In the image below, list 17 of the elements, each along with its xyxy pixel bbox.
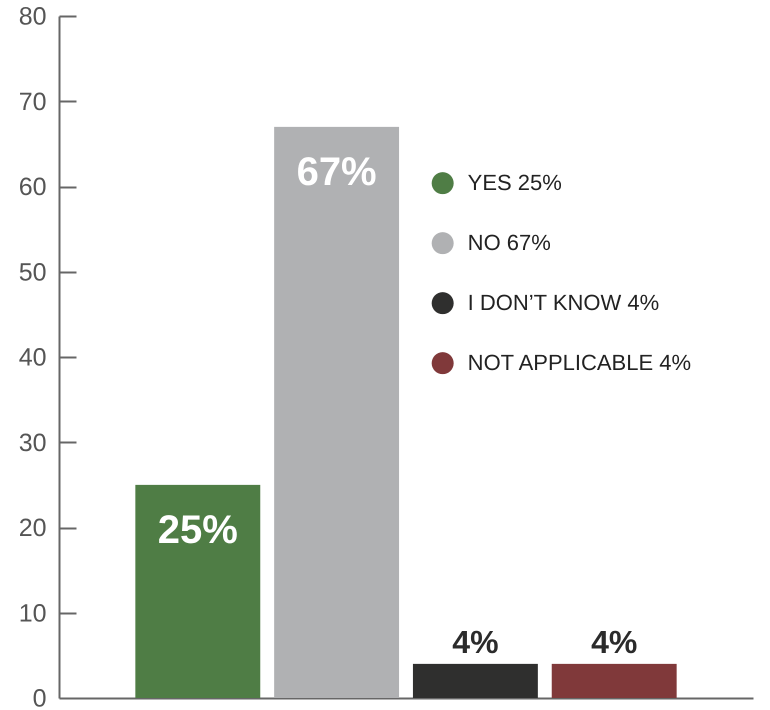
y-tick-label: 20 [18,514,46,542]
data-label: 4% [452,624,499,660]
data-label: 67% [296,150,377,194]
data-label: 25% [158,508,238,552]
data-label: 4% [591,624,638,660]
legend-label: NOT APPLICABLE 4% [468,350,692,376]
legend-label: NO 67% [468,230,551,256]
y-tick-label: 0 [32,684,46,710]
y-tick-label: 60 [18,173,46,201]
y-tick-label: 40 [18,344,46,372]
y-tick-label: 70 [18,88,46,116]
legend-label: YES 25% [468,170,562,196]
y-tick-label: 80 [18,2,46,30]
y-tick-label: 50 [18,258,46,286]
y-tick-label: 10 [18,599,46,628]
legend-label: I DON’T KNOW 4% [468,290,660,316]
y-tick-label: 30 [18,428,46,457]
